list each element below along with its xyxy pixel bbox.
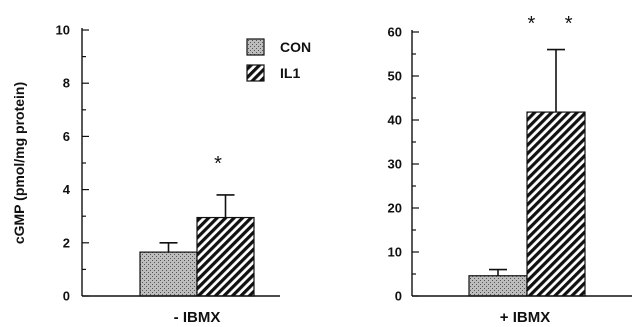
legend-label-con: CON bbox=[280, 39, 311, 55]
left-y-axis-title: cGMP (pmol/mg protein) bbox=[11, 82, 27, 244]
right-bar-con bbox=[468, 275, 528, 297]
left-y-tick-label: 4 bbox=[63, 182, 71, 197]
right-errorbars bbox=[489, 48, 565, 276]
left-y-axis: 0 2 4 6 8 10 bbox=[56, 23, 89, 304]
legend-label-il1: IL1 bbox=[280, 65, 300, 81]
left-y-tick-label: 0 bbox=[63, 289, 70, 304]
legend: CON IL1 bbox=[246, 38, 311, 82]
right-y-tick-label: 50 bbox=[388, 69, 402, 84]
left-y-tick-label: 8 bbox=[63, 76, 70, 91]
right-y-tick-label: 0 bbox=[395, 289, 402, 304]
right-panel: 0 10 20 30 40 50 60 + IBMX * * bbox=[388, 13, 632, 326]
left-bar-con bbox=[139, 251, 198, 297]
right-y-tick-label: 60 bbox=[388, 25, 402, 40]
left-bars bbox=[139, 216, 255, 297]
right-y-axis: 0 10 20 30 40 50 60 bbox=[388, 25, 419, 304]
right-y-tick-label: 30 bbox=[388, 157, 402, 172]
left-significance-marker: * bbox=[214, 153, 222, 175]
right-bars bbox=[468, 111, 586, 297]
left-bar-il1 bbox=[196, 216, 255, 297]
right-y-tick-label: 40 bbox=[388, 113, 402, 128]
right-bar-il1 bbox=[526, 111, 586, 297]
left-category-label: - IBMX bbox=[174, 309, 221, 326]
right-y-tick-label: 10 bbox=[388, 245, 402, 260]
left-y-tick-label: 6 bbox=[63, 129, 70, 144]
left-errorbars bbox=[159, 194, 235, 253]
right-y-tick-label: 20 bbox=[388, 201, 402, 216]
left-y-tick-label: 10 bbox=[56, 23, 70, 38]
legend-swatch-il1 bbox=[246, 64, 265, 82]
right-significance-marker: * * bbox=[527, 13, 584, 35]
legend-swatch-con bbox=[246, 38, 265, 56]
left-y-tick-label: 2 bbox=[63, 235, 70, 250]
right-category-label: + IBMX bbox=[500, 309, 550, 326]
